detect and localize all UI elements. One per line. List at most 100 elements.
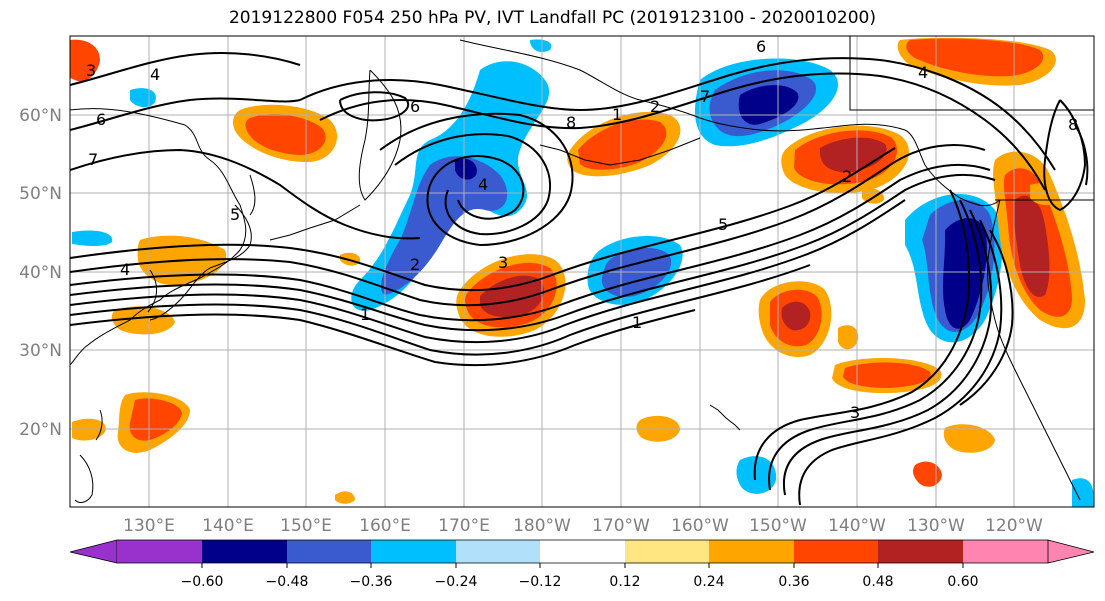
colorbar-tick-labels: −0.60 −0.48 −0.36 −0.24 −0.12 0.12 0.24 … bbox=[181, 574, 979, 590]
contour-label: 5 bbox=[230, 205, 240, 224]
contour-label: 1 bbox=[360, 305, 370, 324]
colorbar-extend-low bbox=[69, 539, 118, 564]
contour-line bbox=[959, 229, 1014, 406]
contour-label: 1 bbox=[612, 105, 622, 124]
contour-line bbox=[70, 97, 301, 131]
contour-line bbox=[70, 309, 696, 367]
contour-label: 5 bbox=[718, 215, 728, 234]
positive-anomaly-region bbox=[335, 491, 355, 504]
contour-label: 2 bbox=[650, 97, 660, 116]
contour-line bbox=[1074, 124, 1089, 186]
colorbar-tick-label: 0.48 bbox=[862, 574, 893, 590]
contour-line bbox=[753, 189, 971, 481]
contour-label: 1 bbox=[632, 313, 642, 332]
contour-label: 4 bbox=[120, 260, 130, 279]
colorbar-segment bbox=[878, 540, 963, 563]
colorbar-tick-label: 0.24 bbox=[693, 574, 724, 590]
negative-anomaly-region bbox=[380, 156, 508, 295]
lon-label: 180°W bbox=[513, 516, 571, 536]
colorbar-segment bbox=[963, 540, 1048, 563]
taiwan-coastline bbox=[95, 409, 103, 441]
positive-anomaly-region bbox=[72, 418, 106, 441]
contour-line bbox=[70, 264, 811, 356]
contour-line bbox=[70, 144, 986, 307]
positive-anomaly-region bbox=[578, 119, 667, 170]
aleutian-islands bbox=[539, 137, 701, 166]
graticule bbox=[70, 36, 1094, 507]
contour-line bbox=[70, 199, 906, 344]
contour-label: 7 bbox=[88, 150, 98, 169]
lat-label: 50°N bbox=[19, 184, 62, 204]
lat-label: 60°N bbox=[19, 106, 62, 126]
contour-line bbox=[768, 199, 983, 491]
hawaii-islands bbox=[709, 404, 741, 431]
sakhalin-coastline bbox=[249, 174, 256, 216]
contour-label: 3 bbox=[86, 61, 96, 80]
contour-label: 4 bbox=[150, 65, 160, 84]
positive-anomaly-region bbox=[70, 39, 100, 82]
colorbar-tick-label: −0.36 bbox=[350, 574, 393, 590]
colorbar-tick-label: −0.24 bbox=[435, 574, 478, 590]
map-frame bbox=[69, 35, 1095, 508]
lon-label: 140°E bbox=[202, 516, 254, 536]
colorbar-segment bbox=[540, 540, 625, 563]
negative-anomaly-region bbox=[736, 456, 777, 494]
contour-label: 2 bbox=[842, 167, 852, 186]
contour-line bbox=[319, 72, 1046, 191]
contour-label: 3 bbox=[498, 253, 508, 272]
contour-line bbox=[70, 173, 996, 332]
colorbar-segment bbox=[287, 540, 371, 563]
colorbar-tick-label: −0.12 bbox=[519, 574, 562, 590]
negative-anomaly-region bbox=[72, 230, 113, 246]
kamchatka-coastline bbox=[358, 69, 402, 201]
negative-anomaly-region bbox=[455, 158, 477, 180]
kuril-islands bbox=[269, 204, 361, 241]
ivt-contours bbox=[70, 52, 1089, 506]
colorbar-tick-label: −0.48 bbox=[266, 574, 309, 590]
contour-line bbox=[70, 147, 896, 292]
colorbar-segment bbox=[709, 540, 794, 563]
lon-label: 130°E bbox=[123, 516, 175, 536]
contour-line bbox=[70, 148, 421, 240]
contour-label: 2 bbox=[410, 255, 420, 274]
contour-label: 8 bbox=[566, 113, 576, 132]
positive-anomaly-region bbox=[129, 398, 182, 441]
colorbar-segment bbox=[202, 540, 287, 563]
negative-anomaly-region bbox=[530, 39, 552, 52]
positive-anomaly-region bbox=[913, 461, 942, 487]
positive-anomaly-region bbox=[906, 38, 1044, 77]
negative-anomaly-region bbox=[130, 88, 156, 108]
lat-label: 30°N bbox=[19, 341, 62, 361]
colorbar-segment bbox=[117, 540, 202, 563]
contour-line bbox=[299, 57, 1056, 171]
positive-anomaly-region bbox=[838, 325, 859, 350]
colorbar-tick-label: 0.60 bbox=[947, 574, 978, 590]
colorbar-extend-high bbox=[1047, 539, 1095, 564]
north-america-west-coastline bbox=[987, 199, 1081, 501]
colorbar-tick-label: 0.36 bbox=[778, 574, 809, 590]
colorbar-outline bbox=[117, 539, 1048, 564]
positive-anomaly-region bbox=[862, 188, 885, 204]
contour-line bbox=[394, 133, 551, 236]
lon-label: 130°W bbox=[907, 516, 965, 536]
colorbar-tick-label: −0.60 bbox=[181, 574, 224, 590]
lat-labels: 60°N 50°N 40°N 30°N 20°N bbox=[19, 106, 62, 440]
contour-label: 4 bbox=[918, 63, 928, 82]
canada-border bbox=[849, 36, 1094, 111]
philippines-coastline bbox=[74, 454, 94, 503]
lon-labels: 130°E 140°E 150°E 160°E 170°E 180°W 170°… bbox=[123, 516, 1043, 536]
lon-label: 150°E bbox=[280, 516, 332, 536]
contour-label: 6 bbox=[410, 97, 420, 116]
contour-label: 7 bbox=[700, 87, 710, 106]
colorbar: −0.60 −0.48 −0.36 −0.24 −0.12 0.12 0.24 … bbox=[69, 539, 1095, 590]
lon-label: 140°W bbox=[828, 516, 886, 536]
lat-label: 20°N bbox=[19, 420, 62, 440]
lon-label: 160°E bbox=[359, 516, 411, 536]
contour-label: 4 bbox=[478, 175, 488, 194]
colorbar-segment bbox=[794, 540, 878, 563]
contour-line bbox=[339, 91, 410, 122]
lat-label: 40°N bbox=[19, 263, 62, 283]
lon-label: 150°W bbox=[749, 516, 807, 536]
positive-anomaly-region bbox=[480, 275, 544, 318]
